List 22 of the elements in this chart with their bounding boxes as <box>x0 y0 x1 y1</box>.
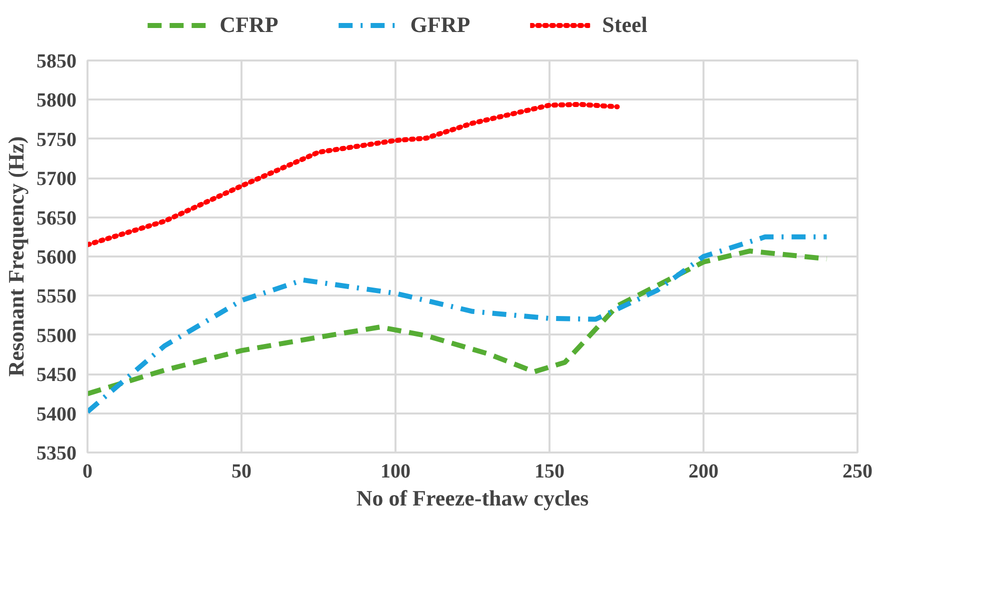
y-tick-label: 5350 <box>36 442 76 464</box>
x-tick-label: 50 <box>232 460 252 482</box>
legend-label: Steel <box>602 12 648 38</box>
x-tick-label: 150 <box>534 460 564 482</box>
y-tick-label: 5850 <box>36 50 76 72</box>
legend-label: CFRP <box>220 12 278 38</box>
y-tick-label: 5700 <box>36 168 76 190</box>
y-tick-label: 5650 <box>36 207 76 230</box>
x-tick-label: 100 <box>380 460 410 482</box>
x-tick-label: 250 <box>842 460 872 482</box>
y-tick-label: 5600 <box>36 246 76 268</box>
y-tick-label: 5550 <box>36 286 76 308</box>
y-tick-label: 5450 <box>36 364 76 386</box>
y-tick-label: 5500 <box>36 324 76 347</box>
y-tick-label: 5800 <box>36 90 76 112</box>
x-tick-label: 200 <box>688 460 718 482</box>
x-tick-label: 0 <box>82 460 92 482</box>
y-tick-label: 5400 <box>36 403 76 426</box>
legend-label: GFRP <box>410 12 470 38</box>
y-tick-label: 5750 <box>36 128 76 151</box>
x-axis-title: No of Freeze-thaw cycles <box>356 486 590 510</box>
y-axis-title: Resonant Frequency (Hz) <box>4 136 28 377</box>
